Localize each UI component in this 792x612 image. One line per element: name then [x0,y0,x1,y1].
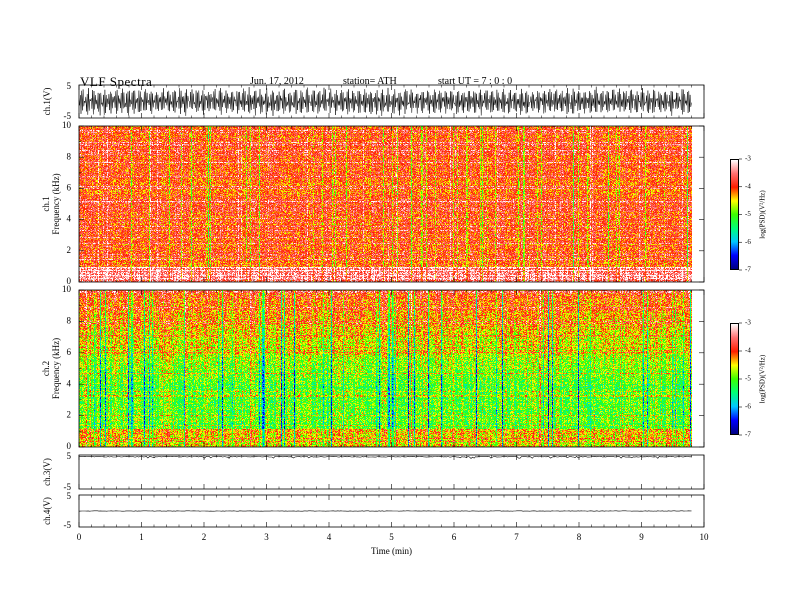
y-axis-label-frequency: Frequency (kHz) [51,173,61,234]
x-tick-label: 8 [577,532,582,542]
colorbar-tick-label: -3 [745,155,751,163]
x-tick-label: 7 [514,532,519,542]
y-tick-label: 0 [67,441,72,451]
y-tick-label: 6 [67,347,72,357]
colorbar-tick-label: -5 [745,210,751,218]
y-axis-label: ch.4(V) [42,497,52,525]
y-tick-label: 2 [67,410,72,420]
x-tick-label: 5 [389,532,394,542]
y-tick-label: 5 [67,491,72,501]
y-axis-label: ch.1(V) [42,88,52,116]
colorbar-tick-label: -6 [745,238,751,246]
ch1-colorbar [730,159,739,270]
colorbar-tick-label: -5 [745,375,751,383]
y-tick-label: 10 [62,120,72,130]
y-axis-label: ch.3(V) [42,458,52,486]
y-tick-label: -5 [64,111,72,121]
date-label: Jun. 17, 2012 [250,76,304,87]
ch2-spectrogram-image [79,290,692,447]
x-tick-label: 3 [264,532,269,542]
colorbar-tick-label: -7 [745,266,751,274]
y-tick-label: 4 [67,378,72,388]
x-tick-label: 2 [202,532,207,542]
y-tick-label: 5 [67,81,72,91]
colorbar-tick-label: -7 [745,431,751,439]
y-tick-label: -5 [64,520,72,530]
colorbar-tick-label: -6 [745,403,751,411]
y-axis-label-frequency: Frequency (kHz) [51,338,61,399]
x-tick-label: 6 [452,532,457,542]
panel-frame [78,125,705,283]
y-tick-label: 10 [62,284,72,294]
x-tick-label: 4 [327,532,332,542]
ch1-spectrogram-image [79,126,692,282]
y-tick-label: 0 [67,276,72,286]
y-tick-label: 2 [67,245,72,255]
y-axis-label-channel: ch.2 [41,361,51,376]
y-tick-label: 4 [67,214,72,224]
start-ut-label: start UT = 7 : 0 : 0 [438,76,513,87]
colorbar-tick-label: -4 [745,347,751,355]
y-tick-label: 8 [67,315,72,325]
x-tick-label: 10 [700,532,710,542]
ch1-waveform-trace [78,86,692,116]
y-tick-label: 5 [67,451,72,461]
y-tick-label: -5 [64,482,72,492]
y-tick-label: 6 [67,182,72,192]
y-axis-label-channel: ch.1 [41,196,51,211]
ch3-waveform-trace [78,455,692,459]
panel-frame [78,454,705,490]
y-tick-label: 8 [67,151,72,161]
ch2-colorbar [730,323,739,435]
panel-frame [78,289,705,448]
x-tick-label: 1 [139,532,144,542]
x-axis-label: Time (min) [371,546,412,556]
colorbar-label: log(PSD)(V²/Hz) [759,190,767,239]
colorbar-tick-label: -3 [745,319,751,327]
station-label: station= ATH [343,76,397,87]
colorbar-label: log(PSD)(V²/Hz) [759,354,767,403]
x-tick-label: 9 [639,532,644,542]
colorbar-tick-label: -4 [745,182,751,190]
x-tick-label: 0 [77,532,82,542]
